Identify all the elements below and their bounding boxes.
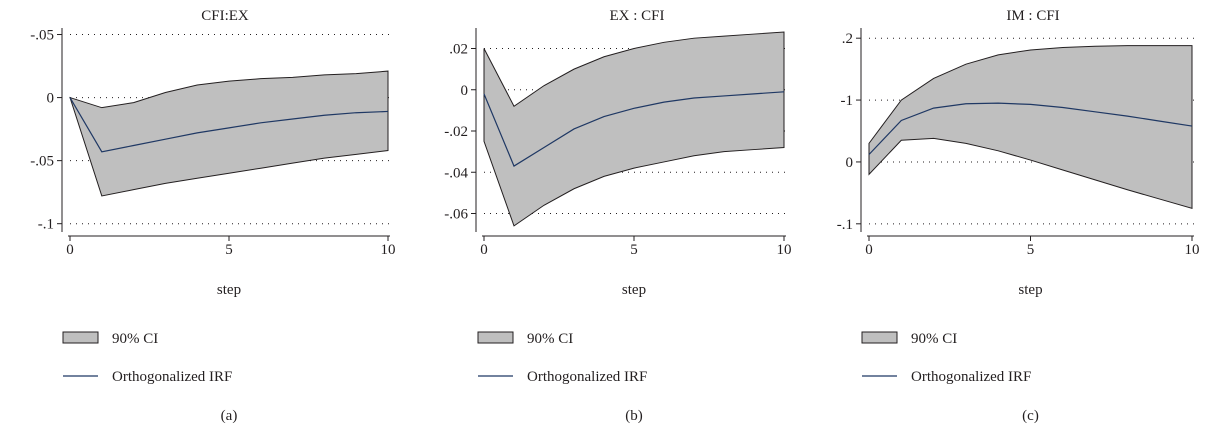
legend-label-irf: Orthogonalized IRF	[527, 369, 647, 385]
panel-label: (b)	[625, 408, 643, 424]
y-tick-label: -.02	[444, 124, 468, 140]
y-tick-label: -.1	[837, 217, 853, 233]
panel-label: (a)	[221, 408, 238, 424]
x-tick-label: 5	[225, 242, 233, 258]
x-tick-label: 0	[66, 242, 74, 258]
legend-swatch-ci	[62, 331, 99, 344]
y-tick-label: .02	[449, 42, 468, 58]
x-tick-label: 10	[381, 242, 396, 258]
x-tick-label: 5	[630, 242, 638, 258]
y-tick-label: -.1	[38, 217, 54, 233]
legend-label-ci: 90% CI	[112, 331, 158, 347]
chart-panel-3: IM : CFI .2 -1 0 -.1 0 5 10 step 90% CI Orthogonal…	[837, 8, 1200, 424]
legend: 90% CI Orthogonalized IRF	[861, 331, 1031, 385]
legend-label-irf: Orthogonalized IRF	[112, 369, 232, 385]
x-axis-label: step	[1018, 282, 1042, 298]
x-axis: 0 5 10	[865, 235, 1200, 258]
x-tick-label: 0	[865, 242, 873, 258]
y-tick-label: 0	[47, 91, 55, 107]
legend-swatch-ci	[861, 331, 898, 344]
chart-title: CFI:EX	[201, 8, 249, 24]
ci-band	[868, 45, 1193, 210]
y-tick-label: 0	[461, 83, 469, 99]
legend-label-ci: 90% CI	[527, 331, 573, 347]
panel-label: (c)	[1022, 408, 1039, 424]
y-tick-label: .2	[842, 31, 853, 47]
x-tick-label: 10	[1185, 242, 1200, 258]
legend-swatch-ci	[477, 331, 514, 344]
x-axis-label: step	[622, 282, 646, 298]
legend: 90% CI Orthogonalized IRF	[62, 331, 232, 385]
chart-panel-2: EX : CFI .02 0 -.02 -.04 -.06 0 5 10 step 90% CI Or…	[444, 8, 791, 424]
chart-title: EX : CFI	[609, 8, 664, 24]
y-tick-label: -.06	[444, 207, 468, 223]
irf-line	[69, 97, 389, 153]
x-axis: 0 5 10	[480, 235, 792, 258]
y-axis: .02 0 -.02 -.04 -.06	[444, 28, 477, 232]
x-tick-label: 5	[1027, 242, 1035, 258]
legend: 90% CI Orthogonalized IRF	[477, 331, 647, 385]
x-axis: 0 5 10	[66, 235, 396, 258]
chart-panel-1: CFI:EX -.05 0 -.05 -.1 0 5 10 step 90% CI Orthogon…	[30, 8, 395, 424]
ci-band	[69, 70, 389, 197]
x-axis-label: step	[217, 282, 241, 298]
y-axis: -.05 0 -.05 -.1	[30, 28, 63, 233]
y-axis: .2 -1 0 -.1	[837, 28, 862, 233]
chart-title: IM : CFI	[1006, 8, 1059, 24]
y-tick-label: -.05	[30, 154, 54, 170]
x-tick-label: 10	[777, 242, 792, 258]
y-tick-label: -.04	[444, 165, 468, 181]
irf-line	[483, 91, 785, 167]
ci-band	[483, 31, 785, 227]
y-tick-label: -.05	[30, 28, 54, 44]
legend-label-irf: Orthogonalized IRF	[911, 369, 1031, 385]
x-tick-label: 0	[480, 242, 488, 258]
y-tick-label: 0	[846, 155, 854, 171]
legend-label-ci: 90% CI	[911, 331, 957, 347]
irf-line	[868, 102, 1193, 155]
y-tick-label: -1	[841, 93, 854, 109]
